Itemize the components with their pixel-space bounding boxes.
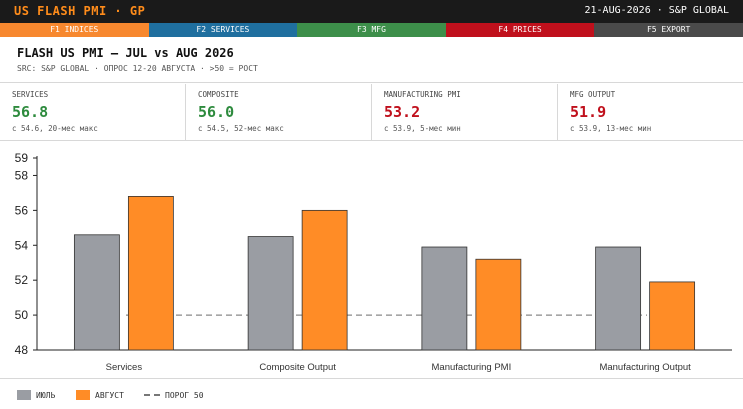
kpi-card-services: SERVICES 56.8 с 54.6, 20-мес макс: [0, 84, 186, 140]
bar-august: [127, 196, 174, 351]
bar-july: [247, 236, 294, 351]
kpi-card-mfg-output: MFG OUTPUT 51.9 с 53.9, 13-мес мин: [558, 84, 743, 140]
bar-chart: 48 50 52 54 56 58 59 Services Composite Output Ma…: [0, 141, 743, 377]
kpi-value: 53.2: [384, 103, 421, 121]
legend-label-august: АВГУСТ: [95, 390, 124, 400]
legend-swatch-august: [76, 390, 90, 400]
tab-f2-services[interactable]: F2 SERVICES: [148, 23, 298, 37]
tab-f5-export[interactable]: F5 EXPORT: [594, 23, 743, 37]
y-tick-label: 52: [15, 273, 29, 287]
kpi-value: 56.0: [198, 103, 235, 121]
bar-august: [475, 258, 522, 351]
bar-august: [301, 209, 348, 351]
kpi-note: с 53.9, 5-мес мин: [384, 124, 461, 133]
bar-august: [649, 281, 696, 351]
top-bar: US FLASH PMI · GP 21-AUG-2026 · S&P GLOB…: [0, 0, 743, 23]
legend-item-august: АВГУСТ: [76, 390, 124, 400]
app-title: US FLASH PMI · GP: [14, 4, 146, 18]
kpi-label: SERVICES: [12, 90, 49, 99]
legend-swatch-july: [17, 390, 31, 400]
report-header: FLASH US PMI — JUL vs AUG 2026 SRC: S&P …: [0, 37, 743, 83]
kpi-value: 51.9: [570, 103, 607, 121]
x-category-label: Composite Output: [259, 362, 336, 373]
y-tick-label: 54: [15, 238, 29, 252]
kpi-strip: SERVICES 56.8 с 54.6, 20-мес макс COMPOS…: [0, 84, 743, 141]
kpi-label: MFG OUTPUT: [570, 90, 616, 99]
date-source-label: 21-AUG-2026 · S&P GLOBAL: [584, 5, 730, 16]
kpi-label: COMPOSITE: [198, 90, 239, 99]
kpi-label: MANUFACTURING PMI: [384, 90, 461, 99]
tab-f3-mfg[interactable]: F3 MFG: [297, 23, 446, 37]
legend-dash-threshold: [144, 394, 160, 396]
report-subtitle: SRC: S&P GLOBAL · ОПРОС 12-20 АВГУСТА · …: [17, 64, 258, 73]
x-category-label: Services: [106, 362, 143, 373]
kpi-note: с 53.9, 13-мес мин: [570, 124, 652, 133]
legend-label-july: ИЮЛЬ: [36, 390, 56, 400]
tab-f1-indices[interactable]: F1 INDICES: [0, 23, 149, 37]
chart-legend: ИЮЛЬ АВГУСТ ПОРОГ 50: [0, 378, 743, 409]
bar-chart-svg: 48 50 52 54 56 58 59 Services Composite Output Ma…: [15, 151, 732, 373]
bar-july: [595, 246, 642, 351]
y-tick-label: 59: [15, 151, 29, 165]
y-tick-label: 50: [15, 308, 29, 322]
y-tick-label: 56: [15, 203, 29, 217]
kpi-note: с 54.6, 20-мес макс: [12, 124, 98, 133]
x-category-label: Manufacturing Output: [599, 362, 691, 373]
legend-item-threshold: ПОРОГ 50: [144, 390, 204, 400]
bar-july: [73, 234, 120, 351]
bar-july: [421, 246, 468, 351]
kpi-note: с 54.5, 52-мес макс: [198, 124, 284, 133]
function-key-bar: F1 INDICES F2 SERVICES F3 MFG F4 PRICES …: [0, 23, 743, 37]
kpi-value: 56.8: [12, 103, 49, 121]
y-tick-label: 58: [15, 168, 29, 182]
tab-f4-prices[interactable]: F4 PRICES: [445, 23, 595, 37]
x-category-label: Manufacturing PMI: [432, 362, 512, 373]
kpi-card-composite: COMPOSITE 56.0 с 54.5, 52-мес макс: [186, 84, 372, 140]
legend-item-july: ИЮЛЬ: [17, 390, 55, 400]
legend-label-threshold: ПОРОГ 50: [165, 390, 204, 400]
report-title: FLASH US PMI — JUL vs AUG 2026: [17, 46, 234, 60]
kpi-card-manufacturing-pmi: MANUFACTURING PMI 53.2 с 53.9, 5-мес мин: [372, 84, 558, 140]
y-tick-label: 48: [15, 343, 29, 357]
